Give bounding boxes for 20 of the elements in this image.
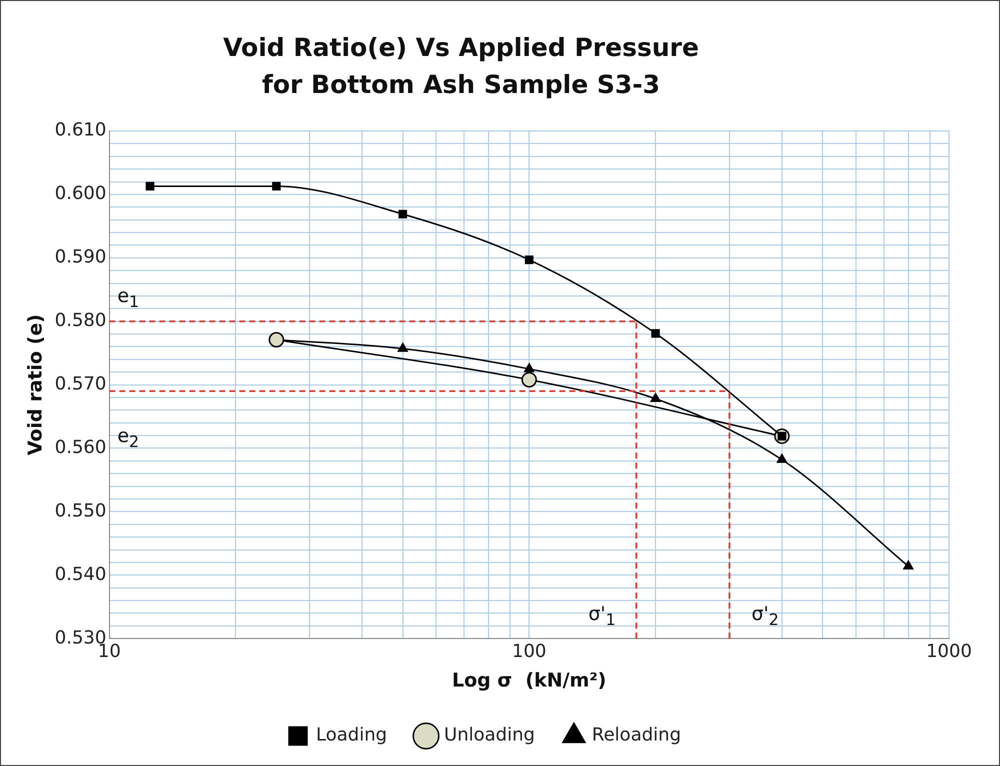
legend-label: Unloading — [444, 724, 535, 746]
x-tick-label: 1000 — [926, 641, 972, 662]
ref-line-label: σ'$_{2}$ — [751, 602, 779, 628]
y-tick-label: 0.540 — [54, 564, 106, 585]
x-tick-label: 100 — [512, 641, 546, 662]
y-tick-label: 0.570 — [54, 373, 106, 394]
y-tick-label: 0.580 — [54, 310, 106, 332]
y-tick-label: 0.560 — [54, 436, 106, 458]
chart-title: Void Ratio(e) Vs Applied Pressure for Bottom Ash Sample S3-3 — [222, 32, 700, 101]
y-axis-title: Void ratio (e) — [24, 314, 46, 456]
ref-line-label: e$_{1}$ — [117, 285, 140, 312]
y-tick-label: 0.590 — [54, 246, 106, 268]
y-tick-label: 0.610 — [54, 120, 106, 141]
ref-line-label: e$_{2}$ — [117, 425, 140, 451]
ref-line-label: σ'$_{1}$ — [588, 602, 616, 628]
legend-label: Loading — [316, 724, 388, 746]
y-tick-label: 0.600 — [54, 183, 106, 204]
legend-label: Reloading — [592, 724, 681, 746]
y-tick-label: 0.550 — [54, 500, 106, 522]
x-axis-title: Log σ (kN/m²) — [452, 670, 606, 692]
